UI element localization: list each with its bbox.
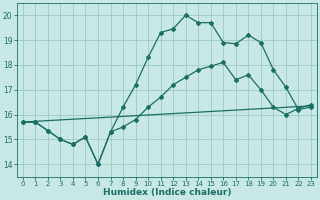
- X-axis label: Humidex (Indice chaleur): Humidex (Indice chaleur): [103, 188, 231, 197]
